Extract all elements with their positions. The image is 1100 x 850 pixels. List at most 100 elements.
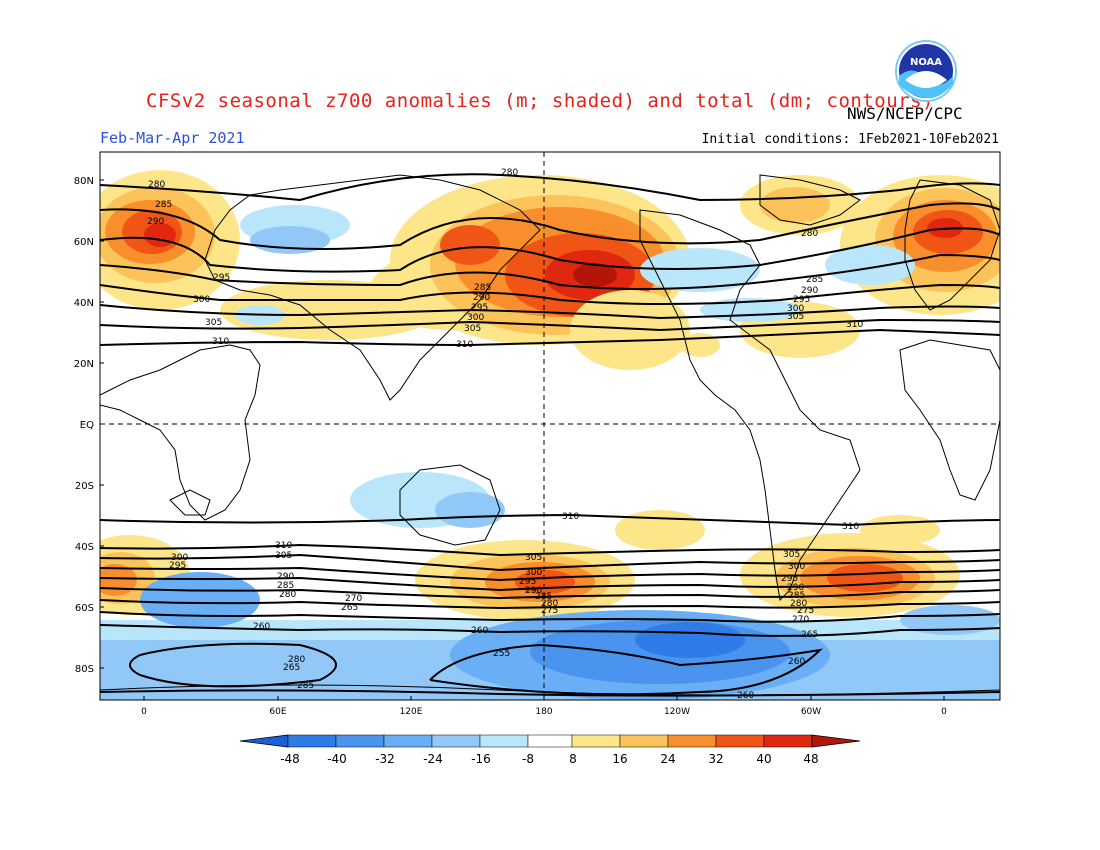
lon-tick-label: 60W — [801, 707, 821, 717]
colorbar-ticks: -48 -40 -32 -24 -16 -8 8 16 24 32 40 48 — [280, 752, 818, 766]
contour-label: 280 — [541, 599, 558, 609]
lat-tick-label: 40N — [74, 298, 94, 309]
lon-tick-label: 0 — [941, 707, 947, 717]
colorbar-tick-label: -8 — [522, 752, 534, 766]
colorbar-tick-label: 48 — [803, 752, 818, 766]
contour-label: 280 — [288, 655, 305, 665]
contour-label: 300 — [171, 553, 188, 563]
contour-label: 280 — [801, 229, 818, 239]
contour-label: 290 — [525, 586, 542, 596]
colorbar-tick-label: -48 — [280, 752, 300, 766]
contour-label: 305 — [275, 551, 292, 561]
colorbar-segment — [431, 734, 481, 748]
contour-label: 310 — [562, 512, 579, 522]
contour-label: 285 — [155, 200, 172, 210]
contour-label: 285 — [277, 581, 294, 591]
colorbar-segment — [715, 734, 765, 748]
lat-tick-label: 20N — [74, 359, 94, 370]
contour-label: 305 — [205, 318, 222, 328]
colorbar-arrow-left — [239, 734, 289, 748]
colorbar-segment — [667, 734, 717, 748]
contour-label: 280 — [279, 590, 296, 600]
contour-label: 295 — [471, 303, 488, 313]
contour-label: 305 — [787, 312, 804, 322]
contour-label: 265 — [341, 603, 358, 613]
contour-label: 260 — [737, 691, 754, 701]
colorbar-tick-label: -24 — [423, 752, 443, 766]
map-frame — [99, 151, 1001, 701]
lon-tick-label: 120W — [664, 707, 690, 717]
contour-label: 290 — [473, 293, 490, 303]
lon-tick-label: 0 — [141, 707, 147, 717]
colorbar-arrow-right — [811, 734, 861, 748]
contour-label: 295 — [169, 561, 186, 571]
contour-label: 285 — [297, 681, 314, 691]
contour-label: 300 — [788, 562, 805, 572]
contour-label: 260 — [788, 657, 805, 667]
noaa-logo-text: NOAA — [910, 57, 942, 68]
contour-label: 285 — [788, 591, 805, 601]
lon-tick-label: 60E — [269, 707, 286, 717]
lon-tick-label: 120E — [400, 707, 423, 717]
colorbar-segment — [619, 734, 669, 748]
latitude-ticks — [100, 179, 104, 669]
contour-label: 290 — [147, 217, 164, 227]
colorbar-segment — [479, 734, 529, 748]
colorbar-tick-label: 40 — [756, 752, 771, 766]
contour-label: 310 — [842, 522, 859, 532]
contour-label: 275 — [541, 606, 558, 616]
contour-label: 285 — [474, 283, 491, 293]
contour-label: 260 — [471, 626, 488, 636]
lon-tick-label: 180 — [535, 707, 552, 717]
contour-label: 265 — [801, 630, 818, 640]
colorbar-tick-label: 16 — [612, 752, 627, 766]
contour-label: 295 — [781, 574, 798, 584]
longitude-ticks — [143, 696, 945, 700]
contour-labels: 280 285 290 295 300 305 310 280 285 290 … — [147, 168, 863, 701]
contour-label: 310 — [456, 340, 473, 350]
contour-label: 290 — [801, 286, 818, 296]
latitude-axis: 80N 60N 40N 20N EQ 20S 40S 60S 80S — [74, 176, 94, 675]
contour-label: 305 — [783, 550, 800, 560]
contour-label: 300 — [467, 313, 484, 323]
contour-label: 280 — [148, 180, 165, 190]
colorbar-tick-label: 32 — [708, 752, 723, 766]
contour-label: 300 — [193, 295, 210, 305]
contour-label: 295 — [213, 273, 230, 283]
longitude-axis: 0 60E 120E 180 120W 60W 0 — [141, 707, 947, 717]
lat-tick-label: 20S — [75, 481, 94, 492]
colorbar-tick-label: -40 — [327, 752, 347, 766]
noaa-logo: NOAA — [895, 40, 957, 102]
contour-label: 305 — [525, 553, 542, 563]
forecast-period: Feb-Mar-Apr 2021 — [100, 129, 245, 147]
agency-label: NWS/NCEP/CPC — [847, 104, 963, 123]
lat-tick-label: 80S — [75, 664, 94, 675]
colorbar-segment — [335, 734, 385, 748]
contour-label: 285 — [535, 592, 552, 602]
contour-label: 255 — [493, 649, 510, 659]
contour-label: 280 — [790, 599, 807, 609]
contour-label: 295 — [793, 295, 810, 305]
colorbar-segment — [527, 734, 573, 748]
colorbar-tick-label: -32 — [375, 752, 395, 766]
lat-tick-label: 60N — [74, 237, 94, 248]
contour-label: 300 — [787, 304, 804, 314]
colorbar-segment — [287, 734, 337, 748]
contour-label: 310 — [275, 541, 292, 551]
contour-label: 260 — [253, 622, 270, 632]
lat-tick-label: 60S — [75, 603, 94, 614]
colorbar-segment — [383, 734, 433, 748]
map-title: CFSv2 seasonal z700 anomalies (m; shaded… — [146, 90, 934, 112]
height-contours — [100, 173, 1000, 697]
contour-label: 310 — [846, 320, 863, 330]
lat-tick-label: 80N — [74, 176, 94, 187]
contour-label: 285 — [806, 275, 823, 285]
contour-label: 305 — [464, 324, 481, 334]
contour-label: 310 — [212, 337, 229, 347]
lat-tick-label: 40S — [75, 542, 94, 553]
contour-label: 295 — [519, 577, 536, 587]
initial-conditions: Initial conditions: 1Feb2021-10Feb2021 — [701, 132, 999, 147]
colorbar — [239, 734, 861, 748]
colorbar-segment — [571, 734, 621, 748]
